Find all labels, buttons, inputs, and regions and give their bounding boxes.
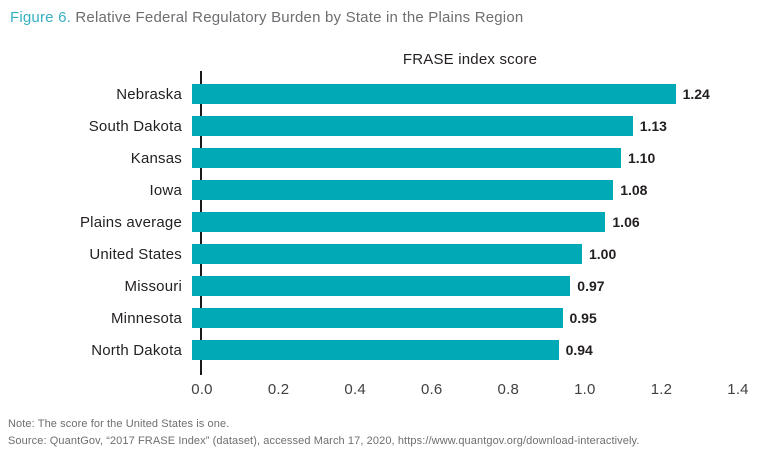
- bar-row: North Dakota 0.94: [0, 334, 738, 366]
- bar-row: Nebraska 1.24: [0, 78, 738, 110]
- category-label: Plains average: [79, 213, 182, 231]
- x-tick-label: 0.6: [420, 381, 443, 398]
- bar-row: South Dakota 1.13: [0, 110, 738, 142]
- chart-source: Source: QuantGov, “2017 FRASE Index” (da…: [8, 435, 640, 448]
- bar-value-label: 0.94: [565, 342, 593, 358]
- bar: [192, 84, 676, 104]
- bar-rows: Nebraska 1.24 South Dakota 1.13 Kansas 1.10 Io…: [0, 78, 738, 366]
- bar-chart-plot-area: Nebraska 1.24 South Dakota 1.13 Kansas 1.10 Io…: [0, 71, 738, 375]
- figure-number-label: Figure 6.: [10, 9, 71, 26]
- bar: [192, 148, 621, 168]
- x-tick-label: 0.4: [344, 381, 366, 398]
- bar: [192, 308, 563, 328]
- x-tick-label: 0.0: [191, 381, 213, 398]
- bar-value-label: 0.97: [577, 278, 605, 294]
- bar-track: 0.97: [192, 270, 738, 302]
- bar: [192, 116, 633, 136]
- bar-value-label: 1.13: [639, 118, 667, 134]
- bar: [192, 180, 614, 200]
- bar-row: Iowa 1.08: [0, 174, 738, 206]
- bar-row: Plains average 1.06: [0, 206, 738, 238]
- bar-value-label: 1.10: [628, 150, 656, 166]
- bar-row: Missouri 0.97: [0, 270, 738, 302]
- bar-track: 0.94: [192, 334, 738, 366]
- bar-track: 1.10: [192, 142, 738, 174]
- x-axis: 0.0 0.2 0.4 0.6 0.8 1.0 1.2 1.4: [191, 375, 748, 401]
- bar-track: 1.13: [192, 110, 738, 142]
- bar-value-label: 0.95: [569, 310, 597, 326]
- bar: [192, 244, 582, 264]
- bar: [192, 340, 559, 360]
- bar-value-label: 1.08: [620, 182, 648, 198]
- bar-value-label: 1.24: [682, 86, 710, 102]
- category-label: Missouri: [124, 277, 182, 295]
- figure-title: Figure 6. Relative Federal Regulatory Bu…: [0, 0, 768, 26]
- category-label: Iowa: [149, 181, 182, 199]
- bar-track: 1.00: [192, 238, 738, 270]
- x-tick-label: 1.4: [727, 381, 749, 398]
- bar: [192, 212, 606, 232]
- category-label: Kansas: [130, 149, 182, 167]
- x-tick-label: 1.0: [574, 381, 596, 398]
- category-label: United States: [89, 245, 182, 263]
- bar-track: 0.95: [192, 302, 738, 334]
- bar: [192, 276, 571, 296]
- bar-track: 1.24: [192, 78, 738, 110]
- bar-value-label: 1.06: [612, 214, 640, 230]
- chart-footer: Note: The score for the United States is…: [0, 416, 768, 450]
- bar-row: Minnesota 0.95: [0, 302, 738, 334]
- bar-row: Kansas 1.10: [0, 142, 738, 174]
- chart-title: FRASE index score: [402, 51, 538, 68]
- category-label: North Dakota: [91, 341, 182, 359]
- category-label: Minnesota: [110, 309, 182, 327]
- bar-value-label: 1.00: [589, 246, 617, 262]
- x-tick-label: 1.2: [650, 381, 673, 398]
- category-label: South Dakota: [88, 117, 182, 135]
- bar-track: 1.06: [192, 206, 738, 238]
- bar-track: 1.08: [192, 174, 738, 206]
- x-tick-label: 0.2: [267, 381, 290, 398]
- x-tick-label: 0.8: [497, 381, 520, 398]
- chart-note: Note: The score for the United States is…: [8, 418, 230, 430]
- bar-row: United States 1.00: [0, 238, 738, 270]
- category-label: Nebraska: [116, 85, 182, 103]
- figure-title-text: Relative Federal Regulatory Burden by St…: [75, 9, 524, 26]
